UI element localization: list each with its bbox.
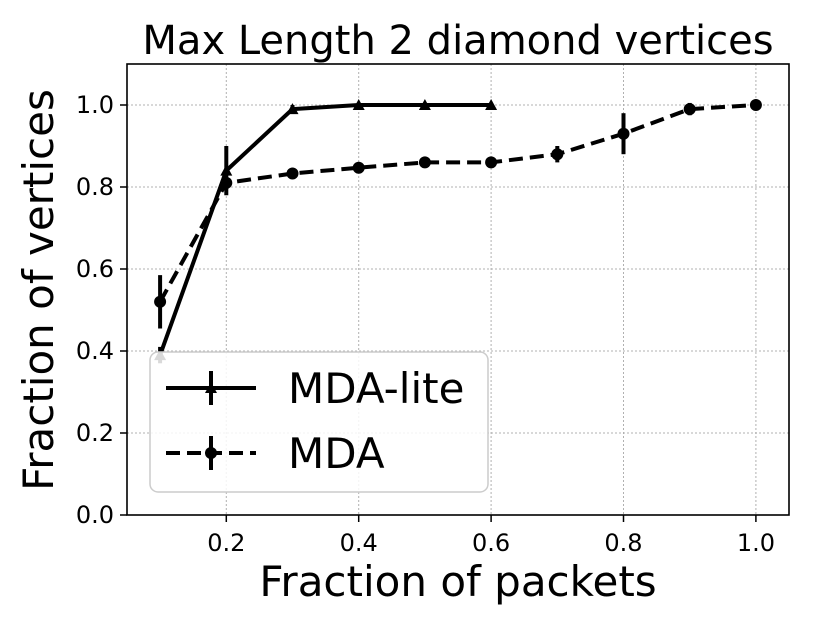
y-tick-label: 0.4 bbox=[76, 337, 114, 365]
x-axis-label: Fraction of packets bbox=[259, 557, 656, 606]
legend-entry-mda-lite: MDA-lite bbox=[166, 364, 464, 413]
y-tick-label: 0.6 bbox=[76, 255, 114, 283]
y-tick-label: 0.0 bbox=[76, 501, 114, 529]
series-line-mda-lite bbox=[158, 103, 492, 356]
data-point-mda bbox=[485, 156, 498, 169]
y-tick-label: 0.8 bbox=[76, 173, 114, 201]
legend: MDA-lite MDA bbox=[149, 351, 489, 493]
legend-entry-mda: MDA bbox=[166, 429, 385, 478]
x-tick-label: 0.2 bbox=[207, 529, 245, 557]
ticks-layer: 0.2 0.4 0.6 0.8 1.0 0.0 0.2 0.4 0.6 0.8 1.0 bbox=[76, 91, 775, 557]
data-point-mda bbox=[286, 167, 299, 180]
data-point-mda-lite bbox=[418, 99, 431, 110]
y-tick-label: 1.0 bbox=[76, 91, 114, 119]
series-layer bbox=[154, 99, 762, 364]
x-tick-label: 1.0 bbox=[737, 529, 775, 557]
series-line-mda bbox=[158, 103, 757, 303]
data-point-mda-lite bbox=[286, 103, 299, 115]
data-point-mda bbox=[683, 103, 696, 116]
data-point-mda-lite bbox=[485, 99, 498, 110]
legend-label-mda-lite: MDA-lite bbox=[288, 364, 464, 413]
y-axis-label: Fraction of vertices bbox=[14, 89, 63, 491]
plot-frame bbox=[126, 63, 790, 516]
y-tick-label: 0.2 bbox=[76, 419, 114, 447]
legend-mda-marker bbox=[205, 447, 217, 459]
x-tick-label: 0.6 bbox=[472, 529, 510, 557]
legend-label-mda: MDA bbox=[288, 429, 385, 478]
data-point-mda bbox=[220, 176, 233, 189]
x-tick-label: 0.8 bbox=[604, 529, 642, 557]
chart-title: Max Length 2 diamond vertices bbox=[142, 18, 773, 64]
data-point-mda bbox=[749, 99, 762, 111]
legend-mda-lite-marker bbox=[205, 382, 217, 393]
data-point-mda-lite bbox=[220, 164, 233, 176]
data-point-mda bbox=[551, 148, 564, 161]
data-point-mda bbox=[352, 161, 365, 174]
x-tick-label: 0.4 bbox=[340, 529, 378, 557]
data-point-mda bbox=[418, 156, 431, 169]
data-point-mda bbox=[617, 127, 630, 140]
grid-layer bbox=[127, 64, 789, 516]
data-point-mda bbox=[154, 295, 167, 308]
data-point-mda-lite bbox=[352, 99, 365, 110]
